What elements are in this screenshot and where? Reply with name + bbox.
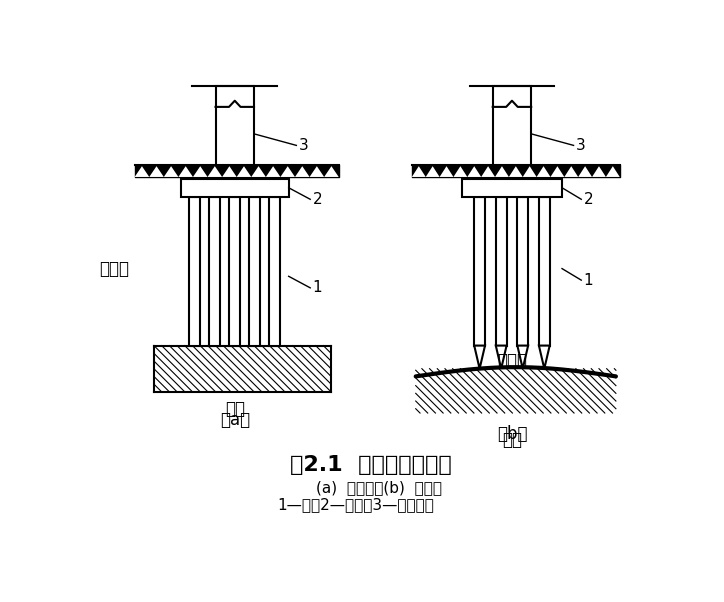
Polygon shape	[237, 166, 251, 177]
Polygon shape	[295, 166, 310, 177]
Text: 软土层: 软土层	[497, 352, 527, 370]
Polygon shape	[135, 166, 149, 177]
Text: 3: 3	[576, 138, 586, 153]
Polygon shape	[481, 166, 495, 177]
Bar	[181, 179, 289, 197]
Polygon shape	[324, 166, 339, 177]
Polygon shape	[592, 166, 606, 177]
Polygon shape	[496, 346, 507, 368]
Polygon shape	[310, 166, 324, 177]
Polygon shape	[536, 166, 550, 177]
Polygon shape	[266, 166, 280, 177]
Text: 2: 2	[584, 192, 593, 207]
Polygon shape	[280, 166, 295, 177]
Text: （b）: （b）	[497, 425, 527, 443]
Text: (a)  端承桩；(b)  摩擦桩: (a) 端承桩；(b) 摩擦桩	[316, 480, 442, 495]
Polygon shape	[208, 166, 222, 177]
Polygon shape	[467, 166, 481, 177]
Polygon shape	[606, 166, 620, 177]
Polygon shape	[222, 166, 237, 177]
Bar	[539, 197, 550, 346]
Text: 硬层: 硬层	[224, 400, 245, 418]
Bar	[462, 179, 562, 197]
Polygon shape	[539, 346, 550, 368]
Polygon shape	[149, 166, 164, 177]
Bar	[269, 197, 280, 346]
Polygon shape	[453, 166, 467, 177]
Bar	[493, 86, 531, 164]
Bar	[216, 86, 254, 164]
Polygon shape	[193, 166, 208, 177]
Text: 1: 1	[313, 281, 322, 296]
Bar	[249, 197, 260, 346]
Text: 1: 1	[584, 273, 593, 288]
Text: 1—桩；2—承台；3—上部结构: 1—桩；2—承台；3—上部结构	[277, 497, 434, 512]
Polygon shape	[495, 166, 509, 177]
Bar	[209, 197, 220, 346]
Text: 图2.1  端承桩与摩擦桩: 图2.1 端承桩与摩擦桩	[290, 455, 452, 475]
Bar	[230, 197, 240, 346]
Polygon shape	[164, 166, 178, 177]
Text: 3: 3	[299, 138, 308, 153]
Bar	[474, 197, 485, 346]
Polygon shape	[578, 166, 592, 177]
Text: 2: 2	[313, 192, 322, 207]
Polygon shape	[412, 166, 426, 177]
Bar	[190, 197, 200, 346]
Polygon shape	[523, 166, 536, 177]
Polygon shape	[251, 166, 266, 177]
Bar	[518, 197, 528, 346]
Polygon shape	[426, 166, 439, 177]
Polygon shape	[509, 166, 523, 177]
Text: 软土层: 软土层	[99, 259, 129, 278]
Polygon shape	[550, 166, 564, 177]
Text: 硬层: 硬层	[502, 430, 522, 448]
Text: （a）: （a）	[219, 411, 250, 429]
Polygon shape	[439, 166, 453, 177]
Polygon shape	[416, 367, 616, 423]
Polygon shape	[178, 166, 193, 177]
Polygon shape	[518, 346, 528, 368]
Bar	[496, 197, 507, 346]
Polygon shape	[474, 346, 485, 368]
Polygon shape	[564, 166, 578, 177]
